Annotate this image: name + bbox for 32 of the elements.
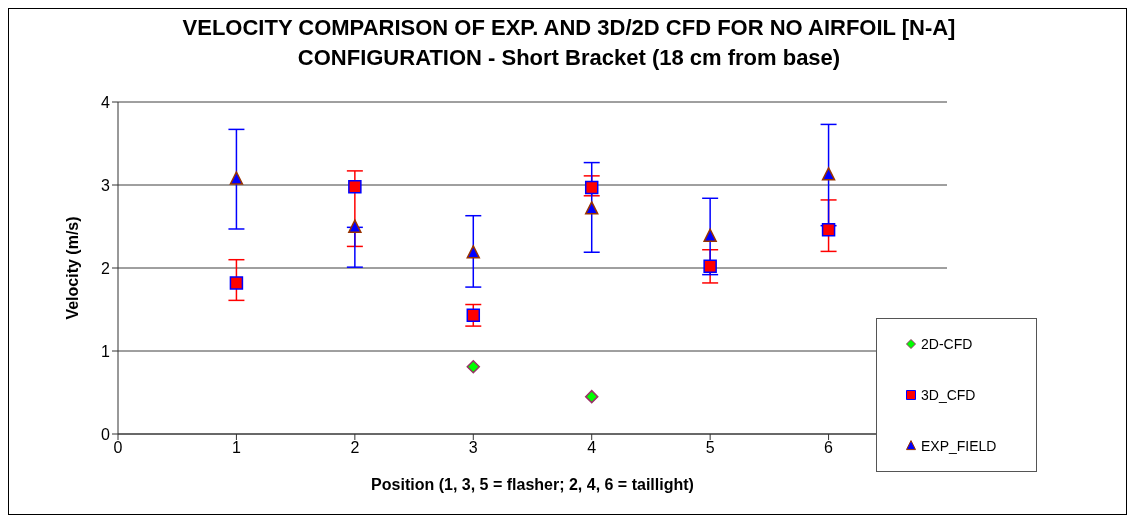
y-tick-label: 3 bbox=[101, 176, 111, 194]
x-tick-label: 1 bbox=[231, 439, 241, 457]
x-tick-label: 5 bbox=[705, 439, 715, 457]
point bbox=[348, 179, 362, 194]
x-tick-label: 0 bbox=[113, 439, 123, 457]
point bbox=[821, 223, 836, 237]
point bbox=[348, 219, 362, 233]
x-axis-title: Position (1, 3, 5 = flasher; 2, 4, 6 = taillight) bbox=[371, 476, 694, 493]
y-tick-label: 2 bbox=[101, 259, 111, 277]
point bbox=[229, 276, 244, 290]
y-tick-label: 0 bbox=[101, 425, 111, 443]
x-tick-label: 6 bbox=[824, 439, 834, 457]
point bbox=[466, 245, 481, 259]
point bbox=[584, 201, 599, 215]
legend-label: EXP_FIELD bbox=[921, 437, 997, 454]
point bbox=[703, 259, 717, 274]
point bbox=[229, 171, 244, 185]
point bbox=[584, 180, 599, 195]
legend-label: 2D-CFD bbox=[921, 336, 973, 353]
point bbox=[466, 308, 481, 323]
chart-title: VELOCITY COMPARISON OF EXP. AND 3D/2D CFD FOR NO AIRFOIL [N-A] CONFIGURATION - Short Bracket (18 cm from base) bbox=[181, 14, 957, 72]
y-tick-label: 4 bbox=[101, 93, 111, 111]
y-axis-title: Velocity (m/s) bbox=[63, 216, 81, 320]
point bbox=[466, 360, 481, 374]
point bbox=[584, 389, 599, 404]
legend-label: 3D_CFD bbox=[921, 386, 976, 403]
point bbox=[703, 228, 717, 243]
y-tick-label: 1 bbox=[101, 342, 111, 360]
x-tick-label: 4 bbox=[587, 439, 597, 457]
x-tick-label: 3 bbox=[468, 439, 478, 457]
x-tick-label: 2 bbox=[350, 439, 360, 457]
point bbox=[821, 167, 836, 181]
